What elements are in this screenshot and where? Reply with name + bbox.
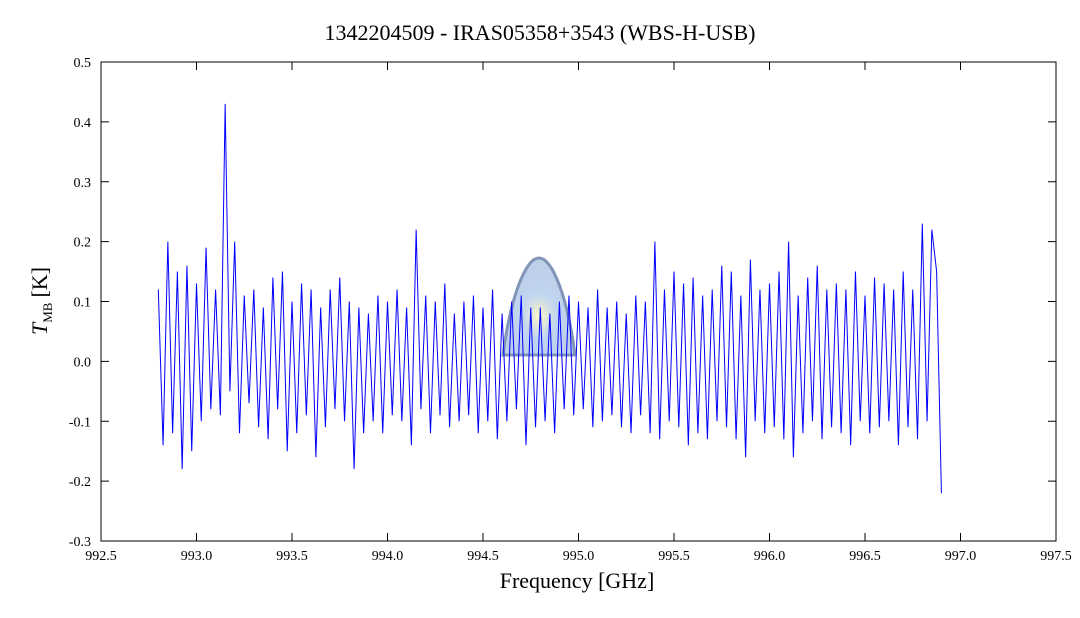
y-tick-label: 0.0 [74,355,92,370]
y-tick-label: -0.3 [69,535,91,550]
y-tick-label: -0.2 [69,475,91,490]
y-axis-label: TMB [K] [27,267,55,335]
x-tick-label: 994.0 [372,549,404,564]
x-tick-label: 995.5 [658,549,690,564]
x-tick-label: 993.0 [181,549,213,564]
spectrum-line [157,103,942,494]
chart-title: 1342204509 - IRAS05358+3543 (WBS-H-USB) [324,20,755,45]
y-tick-label: 0.4 [74,116,92,131]
y-tick-label: 0.5 [74,56,92,71]
x-axis-label: Frequency [GHz] [500,568,655,593]
x-tick-label: 994.5 [467,549,499,564]
y-tick-label: 0.1 [74,296,92,311]
y-label-symbol: T [27,321,52,335]
x-tick-label: 995.0 [563,549,595,564]
x-tick-label: 996.0 [754,549,786,564]
y-label-subscript: MB [40,302,55,323]
x-tick-label: 997.0 [945,549,977,564]
y-label-unit: [K] [27,267,52,298]
x-tick-label: 996.5 [849,549,881,564]
y-tick-label: -0.1 [69,415,91,430]
y-tick-label: 0.2 [74,236,92,251]
x-tick-label: 992.5 [85,549,117,564]
x-tick-label: 993.5 [276,549,308,564]
y-tick-label: 0.3 [74,176,92,191]
x-tick-label: 997.5 [1040,549,1072,564]
